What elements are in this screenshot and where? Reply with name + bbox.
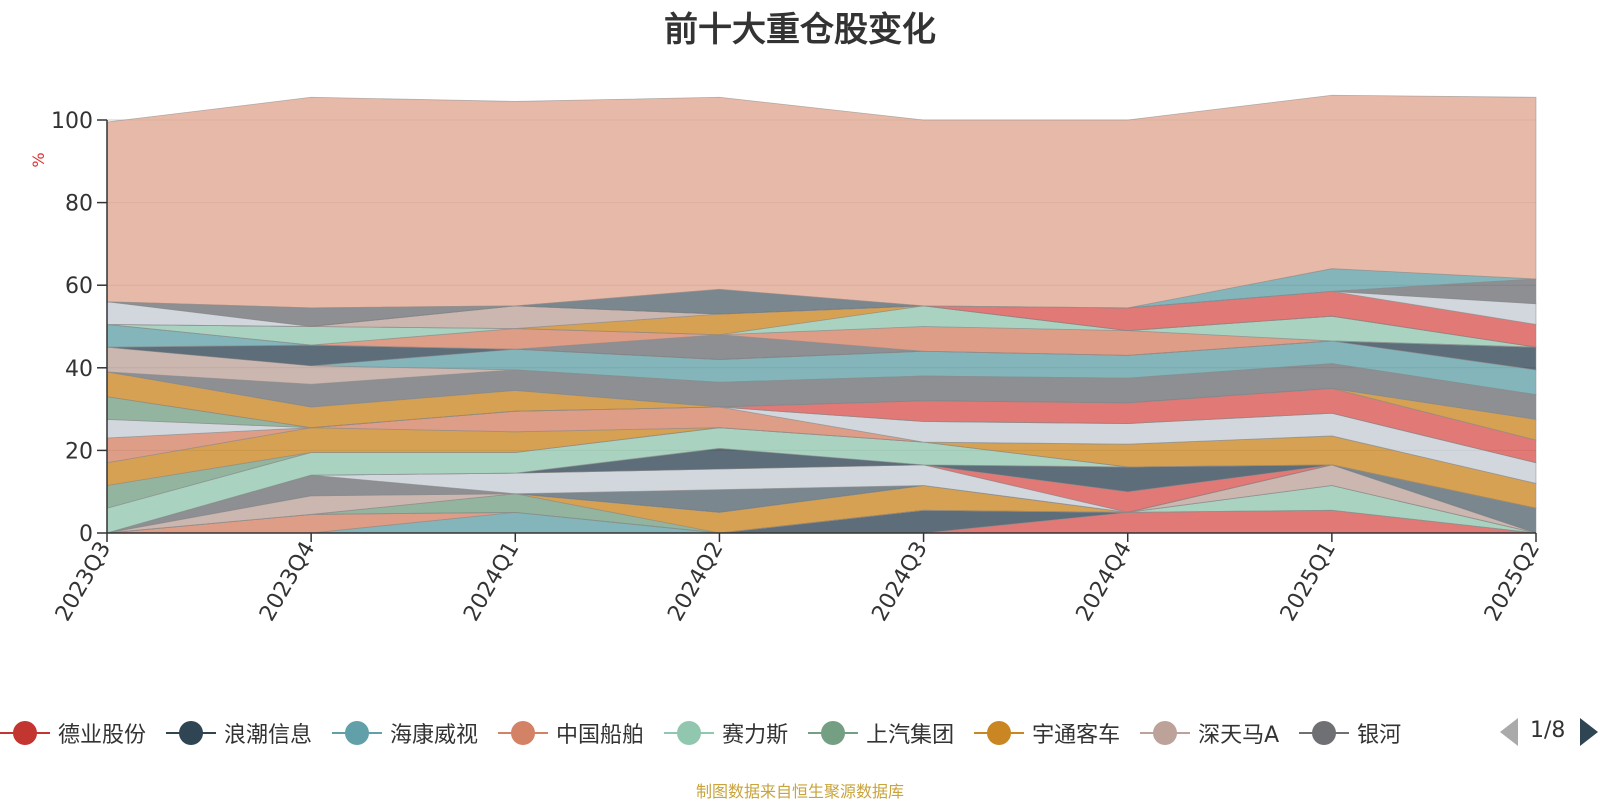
legend-label: 中国船舶	[556, 723, 645, 748]
x-tick-label: 2025Q1	[1276, 538, 1341, 626]
legend-marker-icon	[166, 716, 217, 750]
x-tick-label: 2024Q3	[867, 538, 932, 626]
legend-prev-page-icon[interactable]	[1500, 718, 1518, 746]
area-series	[106, 94, 1537, 534]
legend-marker-icon	[332, 716, 383, 750]
legend-marker-icon	[808, 716, 859, 750]
legend-item[interactable]: 上汽集团	[808, 716, 954, 750]
y-tick-label: 80	[65, 192, 93, 217]
legend-item[interactable]: 宇通客车	[974, 716, 1120, 750]
y-axis-unit-label: %	[29, 152, 48, 167]
legend-item[interactable]: 银河	[1299, 716, 1401, 750]
x-tick-label: 2023Q3	[51, 538, 116, 626]
area-series-36	[106, 94, 1537, 309]
legend-next-page-icon[interactable]	[1580, 718, 1598, 746]
y-tick-label: 40	[65, 357, 93, 382]
legend-marker-icon	[1140, 716, 1191, 750]
y-tick-label: 100	[51, 109, 93, 134]
y-tick-label: 60	[65, 274, 93, 299]
legend-marker-icon	[974, 716, 1025, 750]
legend-label: 赛力斯	[722, 723, 789, 748]
legend-page-indicator: 1/8	[1530, 718, 1566, 743]
chart-title: 前十大重仓股变化	[664, 10, 936, 50]
legend-item[interactable]: 德业股份	[0, 716, 146, 750]
y-tick-label: 0	[79, 522, 93, 547]
legend-marker-icon	[0, 716, 50, 750]
source-note: 制图数据来自恒生聚源数据库	[695, 782, 904, 801]
y-tick-label: 20	[65, 439, 93, 464]
legend: 德业股份 浪潮信息 海康威视 中国船舶 赛力斯 上汽集团 宇通客车 深天马A 银河	[0, 716, 1600, 750]
legend-label: 宇通客车	[1032, 723, 1121, 748]
x-tick-label: 2023Q4	[255, 538, 320, 626]
x-tick-label: 2024Q1	[459, 538, 524, 626]
legend-marker-icon	[498, 716, 549, 750]
legend-label: 海康威视	[390, 723, 479, 748]
legend-label: 深天马A	[1198, 723, 1280, 748]
x-tick-label: 2024Q2	[663, 538, 728, 626]
legend-marker-icon	[1299, 716, 1350, 750]
x-tick-label: 2025Q2	[1480, 538, 1545, 626]
legend-item[interactable]: 海康威视	[332, 716, 478, 750]
legend-item[interactable]: 赛力斯	[664, 716, 788, 750]
legend-item[interactable]: 浪潮信息	[166, 716, 312, 750]
legend-label: 德业股份	[58, 723, 147, 748]
legend-label: 上汽集团	[866, 723, 955, 748]
legend-marker-icon	[664, 716, 715, 750]
legend-item[interactable]: 中国船舶	[498, 716, 644, 750]
legend-label: 浪潮信息	[224, 723, 313, 748]
legend-item[interactable]: 深天马A	[1140, 716, 1279, 750]
legend-label: 银河	[1357, 723, 1402, 748]
x-tick-label: 2024Q4	[1072, 538, 1137, 626]
